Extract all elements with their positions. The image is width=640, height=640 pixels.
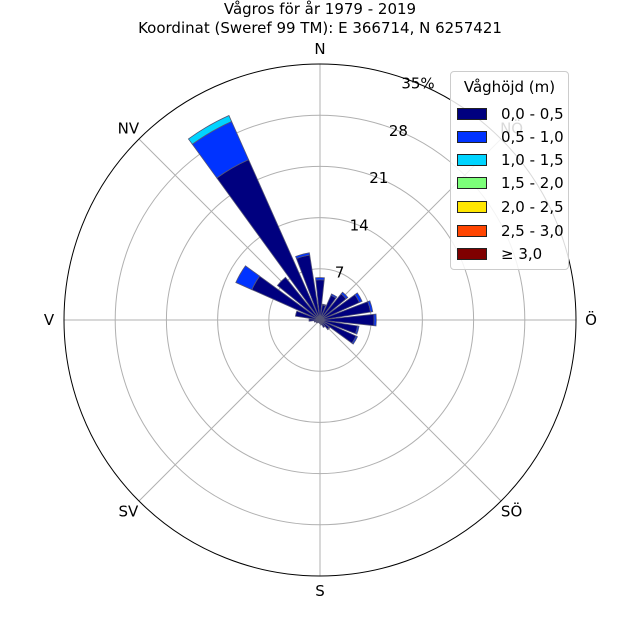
legend-label: 1,5 - 2,0 — [501, 174, 564, 192]
rose-bar-segment — [321, 303, 327, 307]
rose-bar-segment — [354, 292, 363, 303]
direction-label: Ö — [585, 310, 597, 329]
legend-swatch — [457, 225, 487, 237]
rose-bar-segment — [330, 293, 338, 299]
legend-entry: 0,0 - 0,5 — [457, 105, 564, 123]
rose-bar-segment — [294, 310, 321, 321]
rose-bar-segment — [235, 265, 261, 291]
rose-bar-segment — [351, 335, 358, 345]
legend-label: 0,5 - 1,0 — [501, 128, 564, 146]
rose-bar-segment — [367, 300, 374, 313]
legend-entry: ≥ 3,0 — [457, 245, 542, 263]
radial-tick-label: 21 — [369, 169, 388, 187]
wind-rose-bars — [187, 115, 377, 345]
direction-label: V — [44, 311, 55, 329]
direction-label: NV — [118, 119, 140, 137]
direction-label: S — [315, 582, 325, 600]
legend-label: 2,0 - 2,5 — [501, 198, 564, 216]
legend-swatch — [457, 248, 487, 260]
direction-label: SÖ — [501, 502, 522, 521]
radial-tick-label: 7 — [335, 264, 345, 282]
radial-tick-label: 35% — [401, 75, 434, 93]
rose-bar-segment — [340, 291, 349, 300]
legend-entry: 2,0 - 2,5 — [457, 198, 564, 216]
polar-grid — [64, 64, 576, 576]
angular-grid-line — [319, 319, 502, 502]
angular-grid-line — [138, 319, 321, 502]
legend: Våghöjd (m) 0,0 - 0,5 0,5 - 1,0 1,0 - 1,… — [450, 71, 569, 270]
rose-bar-segment — [354, 325, 360, 335]
legend-swatch — [457, 131, 487, 143]
legend-label: 2,5 - 3,0 — [501, 222, 564, 240]
rose-bar-segment — [276, 276, 321, 321]
rose-bar-segment — [187, 115, 233, 145]
chart-subtitle: Koordinat (Sweref 99 TM): E 366714, N 62… — [138, 19, 502, 37]
legend-label: ≥ 3,0 — [501, 245, 543, 263]
legend-entry: 0,5 - 1,0 — [457, 128, 564, 146]
legend-swatch — [457, 108, 487, 120]
direction-label: N — [314, 40, 325, 58]
legend-title: Våghöjd (m) — [463, 78, 556, 96]
legend-label: 1,0 - 1,5 — [501, 151, 564, 169]
legend-entry: 1,0 - 1,5 — [457, 151, 564, 169]
legend-entry: 1,5 - 2,0 — [457, 174, 564, 192]
legend-entry: 2,5 - 3,0 — [457, 222, 564, 240]
rose-bar-segment — [373, 313, 377, 327]
legend-label: 0,0 - 0,5 — [501, 105, 564, 123]
legend-swatch — [457, 201, 487, 213]
polar-labels: NNVVSVSSÖÖNÖ714212835% — [44, 40, 597, 600]
rose-bar-segment — [295, 252, 311, 260]
polar-outer-frame — [63, 63, 577, 577]
radial-tick-label: 14 — [350, 216, 369, 234]
rose-bar-segment — [315, 277, 325, 281]
radial-tick-label: 28 — [389, 122, 408, 140]
legend-swatch — [457, 154, 487, 166]
legend-swatch — [457, 177, 487, 189]
chart-title: Vågros för år 1979 - 2019 — [223, 0, 417, 18]
direction-label: SV — [119, 503, 140, 521]
rose-bar-segment — [326, 326, 331, 331]
